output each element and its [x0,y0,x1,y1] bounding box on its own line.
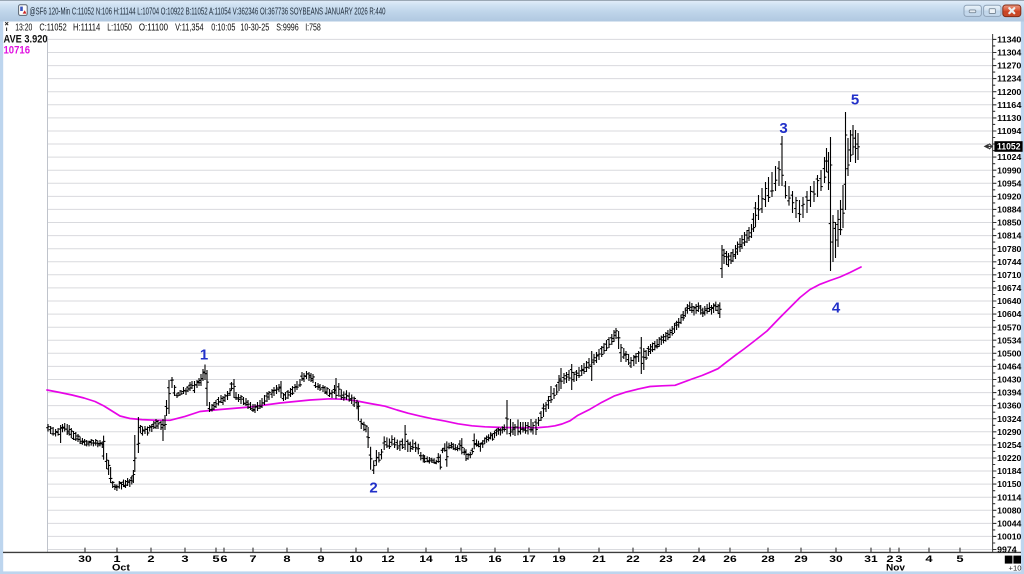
svg-text:11200: 11200 [997,87,1021,97]
svg-text:10744: 10744 [997,257,1021,267]
svg-text:10814: 10814 [997,231,1021,241]
svg-text:30: 30 [829,554,842,564]
svg-text:V:11,354: V:11,354 [175,22,204,33]
svg-text:10780: 10780 [997,244,1021,254]
svg-text:Nov: Nov [886,563,905,573]
svg-text:10220: 10220 [997,453,1021,463]
svg-text:3: 3 [181,554,188,564]
svg-text:10604: 10604 [997,309,1021,319]
svg-text:10534: 10534 [997,335,1021,345]
svg-text:1: 1 [200,347,208,364]
svg-text:10290: 10290 [997,427,1021,437]
svg-text:31: 31 [864,554,877,564]
svg-text:10640: 10640 [997,296,1021,306]
svg-text:5: 5 [851,92,859,109]
svg-text:21: 21 [592,554,605,564]
svg-text:13:20: 13:20 [15,22,33,33]
svg-text:11024: 11024 [997,152,1021,162]
svg-text:17: 17 [522,554,535,564]
svg-text:14: 14 [419,554,432,564]
svg-text:29: 29 [794,554,807,564]
svg-text:10150: 10150 [997,479,1021,489]
svg-text:10: 10 [349,554,362,564]
svg-text:26: 26 [723,554,736,564]
svg-text:19: 19 [552,554,565,564]
svg-text:10710: 10710 [997,270,1021,280]
svg-text:10324: 10324 [997,414,1021,424]
svg-text:15: 15 [454,554,467,564]
svg-text:28: 28 [761,554,774,564]
svg-text:11052: 11052 [997,142,1021,152]
svg-text:10-30-25: 10-30-25 [240,22,269,33]
svg-text:2: 2 [369,480,377,497]
svg-text:1: 1 [113,554,120,564]
svg-text:11130: 11130 [997,113,1021,123]
svg-text:12: 12 [381,554,394,564]
svg-text:3: 3 [779,120,787,137]
svg-text:10850: 10850 [997,218,1021,228]
svg-text:11164: 11164 [997,100,1021,110]
svg-text:10674: 10674 [997,283,1021,293]
svg-text:10010: 10010 [997,532,1021,542]
svg-text:4: 4 [832,300,841,317]
svg-text:Oct: Oct [112,563,130,573]
svg-text:10990: 10990 [997,165,1021,175]
svg-text:I:758: I:758 [305,22,321,33]
svg-text:30: 30 [78,554,91,564]
svg-text:2: 2 [886,554,893,564]
svg-text:9974: 9974 [997,545,1017,555]
svg-text:7: 7 [249,554,256,564]
svg-text:11304: 11304 [997,48,1021,58]
svg-text:6: 6 [220,554,227,564]
svg-text:11094: 11094 [997,126,1021,136]
svg-text:10080: 10080 [997,505,1021,515]
svg-text:11270: 11270 [997,61,1021,71]
svg-text:10570: 10570 [997,322,1021,332]
svg-text:10044: 10044 [997,519,1021,529]
svg-text:+10: +10 [1009,566,1022,573]
svg-text:10464: 10464 [997,362,1021,372]
svg-text:10430: 10430 [997,375,1021,385]
svg-text:11340: 11340 [997,35,1021,45]
svg-text:9: 9 [317,554,324,564]
svg-text:3: 3 [895,554,902,564]
svg-text:S:9996: S:9996 [276,22,299,33]
svg-text:10114: 10114 [997,492,1021,502]
svg-text:10954: 10954 [997,178,1021,188]
svg-text:23: 23 [659,554,672,564]
svg-text:10184: 10184 [997,466,1021,476]
svg-text:5: 5 [956,554,963,564]
svg-text:10360: 10360 [997,401,1021,411]
svg-text:O:11100: O:11100 [139,22,169,33]
svg-text:16: 16 [488,554,501,564]
svg-text:AVE 3.920: AVE 3.920 [4,34,48,46]
svg-text:22: 22 [626,554,639,564]
svg-text:5: 5 [212,554,219,564]
svg-text:10920: 10920 [997,192,1021,202]
svg-text:C:11052: C:11052 [39,22,66,33]
svg-text:11234: 11234 [997,74,1021,84]
svg-text:2: 2 [147,554,154,564]
svg-text:24: 24 [692,554,705,564]
svg-text:4: 4 [925,554,932,564]
svg-text:10884: 10884 [997,205,1021,215]
svg-text:10394: 10394 [997,388,1021,398]
svg-text:0:10:05: 0:10:05 [211,22,236,33]
svg-text:@SF6 120-Min C:11052 N:106 H:1: @SF6 120-Min C:11052 N:106 H:11144 L:107… [30,7,386,18]
svg-text:L:11050: L:11050 [107,22,132,33]
svg-text:H:11114: H:11114 [73,22,101,33]
svg-text:8: 8 [283,554,290,564]
svg-text:10716: 10716 [4,44,31,56]
svg-text:10500: 10500 [997,348,1021,358]
svg-text:10254: 10254 [997,440,1021,450]
